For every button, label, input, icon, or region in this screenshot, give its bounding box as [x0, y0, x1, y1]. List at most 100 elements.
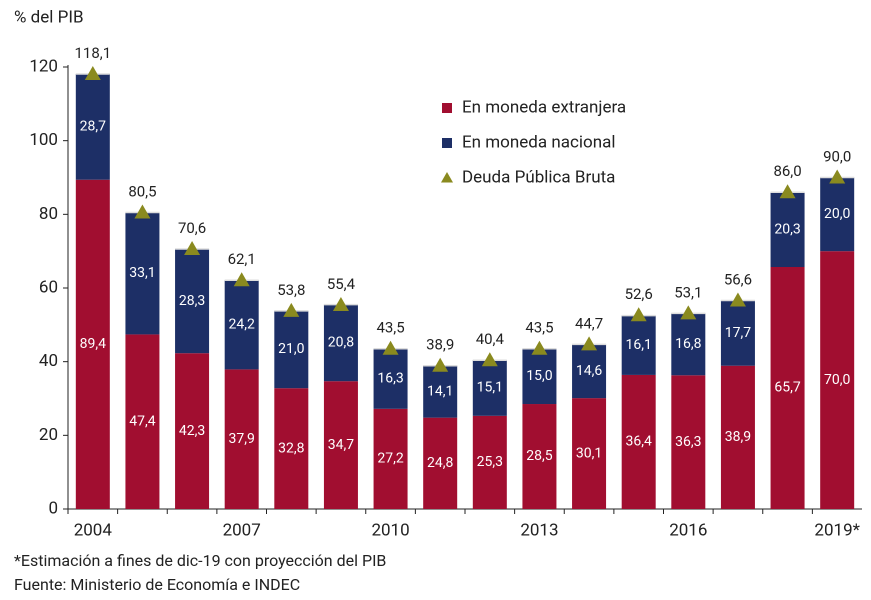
bar-label: 16,3 [377, 370, 403, 386]
legend-marker [442, 138, 452, 148]
bar-label: 32,8 [278, 440, 304, 456]
total-label: 70,6 [178, 219, 206, 237]
y-axis-label: % del PIB [14, 7, 84, 27]
bar-label: 14,6 [576, 363, 602, 379]
bar-segment [472, 360, 507, 416]
x-tick-label: 2007 [223, 520, 261, 540]
total-label: 43,5 [376, 319, 404, 337]
total-label: 56,6 [724, 270, 752, 288]
legend-marker [441, 172, 453, 183]
total-marker [134, 204, 151, 219]
bar-segment [224, 369, 259, 509]
legend-label: Deuda Pública Bruta [462, 167, 615, 187]
bar-label: 47,4 [129, 413, 155, 429]
y-tick-label: 120 [29, 56, 58, 76]
bar-segment [323, 304, 358, 382]
total-marker [382, 340, 399, 355]
total-marker [184, 240, 201, 255]
footnote: Fuente: Ministerio de Economía e INDEC [14, 575, 300, 594]
total-label: 53,1 [674, 283, 702, 301]
bar-segment [423, 365, 458, 418]
bar-label: 42,3 [179, 423, 205, 439]
bar-segment [720, 300, 755, 366]
bar-segment [274, 388, 309, 509]
total-marker [680, 305, 697, 320]
bar-segment [373, 348, 408, 409]
bar-segment [621, 374, 656, 509]
bar-label: 25,3 [477, 454, 503, 470]
x-tick-label: 2016 [669, 520, 707, 540]
legend-marker [442, 103, 452, 113]
bar-segment [522, 404, 557, 509]
y-tick-label: 20 [39, 425, 58, 445]
bar-segment [522, 348, 557, 405]
bar-segment [472, 415, 507, 509]
legend-label: En moneda nacional [462, 132, 615, 152]
bar-segment [572, 344, 607, 399]
total-label: 86,0 [773, 162, 801, 180]
total-marker [829, 169, 846, 184]
total-marker [729, 292, 746, 307]
y-tick-label: 0 [48, 498, 58, 518]
legend-label: En moneda extranjera [462, 97, 626, 117]
bar-label: 28,3 [179, 293, 205, 309]
bar-label: 65,7 [774, 380, 800, 396]
bar-label: 27,2 [377, 451, 403, 467]
x-tick-label: 2004 [74, 520, 113, 540]
bar-label: 30,1 [576, 445, 602, 461]
bar-segment [820, 251, 855, 509]
y-tick-label: 40 [39, 351, 58, 371]
bar-segment [274, 310, 309, 389]
bar-label: 36,4 [626, 434, 652, 450]
total-marker [432, 357, 449, 372]
total-label: 55,4 [327, 275, 356, 293]
total-marker [630, 307, 647, 322]
bar-segment [621, 315, 656, 375]
total-label: 43,5 [525, 319, 553, 337]
bar-label: 16,1 [626, 337, 652, 353]
bar-label: 15,0 [526, 368, 552, 384]
bar-segment [175, 248, 210, 354]
total-label: 44,7 [575, 314, 603, 332]
bar-label: 16,8 [675, 336, 701, 352]
bar-label: 20,8 [328, 335, 354, 351]
total-label: 80,5 [128, 182, 156, 200]
total-marker [233, 272, 250, 287]
bar-segment [75, 179, 110, 509]
bar-segment [323, 381, 358, 509]
bar-label: 70,0 [824, 372, 850, 388]
bar-label: 34,7 [328, 437, 354, 453]
bar-label: 21,0 [278, 341, 304, 357]
x-tick-label: 2019* [814, 520, 860, 540]
bar-label: 24,8 [427, 455, 453, 471]
total-marker [84, 65, 101, 80]
bar-segment [770, 192, 805, 268]
bar-segment [125, 334, 160, 509]
bar-label: 37,9 [229, 431, 255, 447]
bar-segment [770, 267, 805, 509]
bar-label: 14,1 [427, 383, 453, 399]
bar-segment [671, 313, 706, 376]
total-marker [332, 296, 349, 311]
bar-label: 89,4 [80, 336, 106, 352]
bar-segment [125, 212, 160, 335]
y-tick-label: 100 [29, 130, 58, 150]
total-marker [581, 336, 598, 351]
y-tick-label: 80 [39, 204, 58, 224]
bar-label: 36,3 [675, 434, 701, 450]
bar-segment [720, 365, 755, 509]
total-marker [531, 340, 548, 355]
total-label: 62,1 [228, 250, 256, 268]
bar-segment [175, 353, 210, 509]
bar-segment [820, 177, 855, 252]
bar-segment [224, 280, 259, 370]
bar-label: 28,7 [80, 119, 106, 135]
bar-segment [572, 398, 607, 509]
bar-label: 17,7 [725, 325, 751, 341]
total-marker [779, 184, 796, 199]
bar-segment [75, 73, 110, 180]
bar-label: 20,0 [824, 206, 850, 222]
total-label: 53,8 [277, 281, 305, 299]
bar-label: 28,5 [526, 448, 552, 464]
